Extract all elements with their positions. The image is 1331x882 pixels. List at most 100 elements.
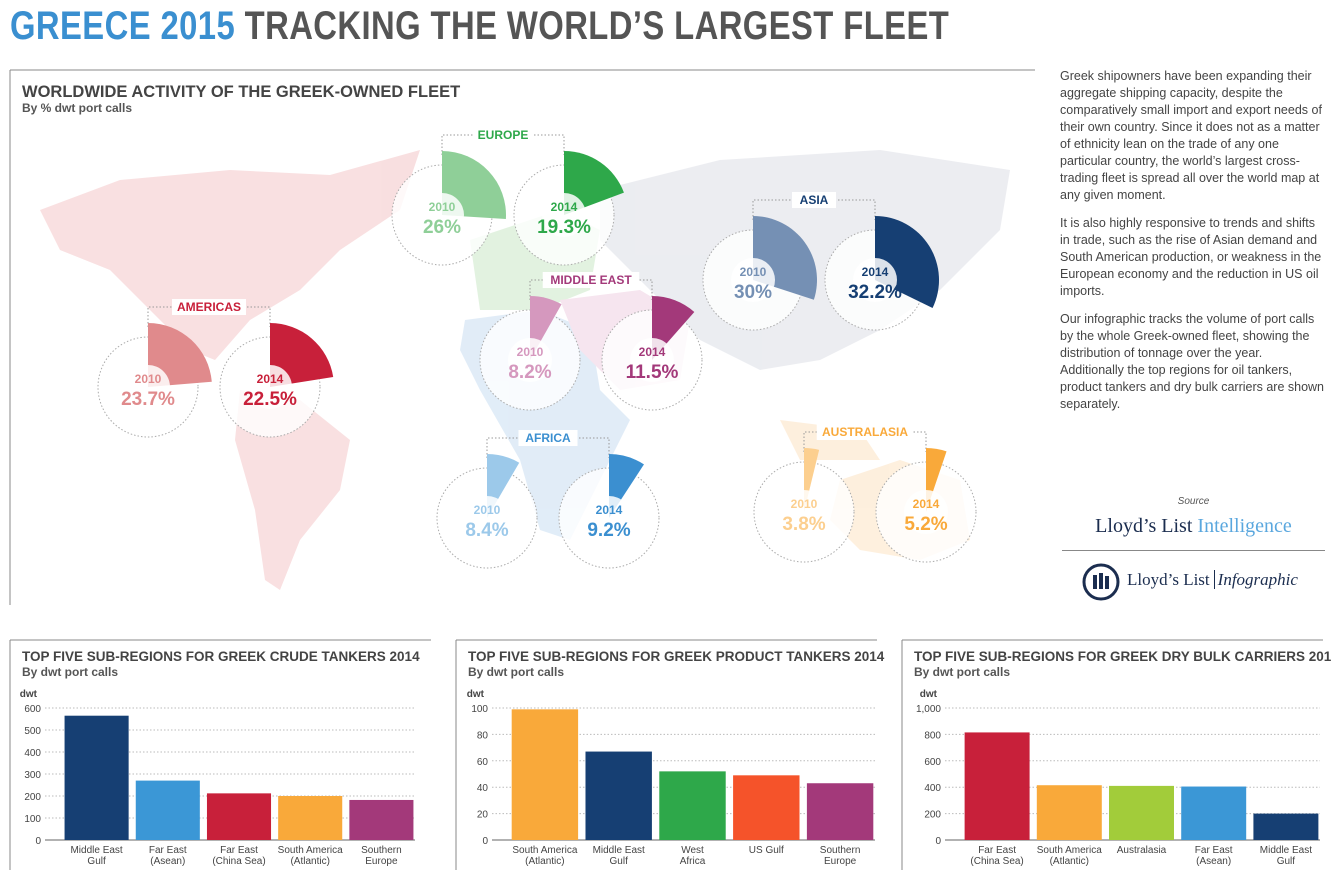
gauge-center bbox=[508, 338, 552, 382]
gauge-value: 8.2% bbox=[508, 362, 551, 383]
logo-lead: Lloyd’s List bbox=[1127, 570, 1210, 589]
gauge-year: 2010 bbox=[429, 200, 456, 214]
y-tick-label: 500 bbox=[24, 726, 41, 737]
gauge-wedge bbox=[270, 323, 334, 387]
chart-subtitle: By dwt port calls bbox=[468, 665, 565, 679]
source: Lloyd’s List Intelligence bbox=[1062, 515, 1325, 538]
logo-tail: Infographic bbox=[1213, 570, 1298, 589]
gauge-year: 2010 bbox=[740, 265, 767, 279]
logo: Lloyd’s List Infographic bbox=[1127, 570, 1298, 590]
x-tick-label: South America (Atlantic) bbox=[512, 845, 578, 867]
gauge-value: 30% bbox=[734, 282, 772, 303]
region-label-bg bbox=[816, 424, 914, 440]
gauge-value: 22.5% bbox=[243, 389, 297, 410]
gauge-year: 2010 bbox=[135, 372, 162, 386]
y-tick-label: 600 bbox=[24, 704, 41, 715]
logo-icon bbox=[1082, 563, 1120, 601]
region-label-bg bbox=[542, 272, 640, 288]
y-tick-label: 100 bbox=[471, 704, 488, 715]
gauge-center bbox=[782, 490, 826, 534]
paragraph: Greek shipowners have been expanding the… bbox=[1060, 69, 1322, 202]
x-tick-label: Far East (Asean) bbox=[148, 845, 187, 867]
bar bbox=[964, 732, 1030, 840]
bar bbox=[1253, 813, 1319, 840]
map: EUROPE 2010 26% 2014 19.3% ASIA 2010 30% 2014 32.… bbox=[9, 69, 1035, 605]
region-label-bg bbox=[792, 192, 836, 208]
y-axis-label: dwt bbox=[20, 689, 38, 700]
bar bbox=[511, 709, 579, 840]
map-title: WORLDWIDE ACTIVITY OF THE GREEK-OWNED FL… bbox=[22, 83, 461, 101]
x-tick-label: Southern Europe bbox=[819, 845, 861, 867]
y-tick-label: 100 bbox=[24, 814, 41, 825]
x-tick-label: Far East (China Sea) bbox=[970, 845, 1024, 867]
bar bbox=[1036, 785, 1102, 840]
bar bbox=[349, 799, 414, 840]
region-label: AUSTRALASIA bbox=[822, 425, 908, 439]
y-axis-label: dwt bbox=[920, 689, 938, 700]
region-label: MIDDLE EAST bbox=[550, 273, 632, 287]
gauge-year: 2010 bbox=[474, 503, 501, 517]
gauge-center bbox=[248, 365, 292, 409]
gauge-value: 23.7% bbox=[121, 389, 175, 410]
y-tick-label: 300 bbox=[24, 770, 41, 781]
title-lead: GREECE 2015 bbox=[10, 4, 236, 48]
y-tick-label: 200 bbox=[924, 810, 941, 821]
gauge-center bbox=[587, 496, 631, 540]
gauge-year: 2014 bbox=[596, 503, 623, 517]
bar bbox=[659, 771, 726, 840]
header: GREECE 2015 TRACKING THE WORLD’S LARGEST… bbox=[10, 4, 949, 49]
gauge-center bbox=[465, 496, 509, 540]
y-axis-label: dwt bbox=[467, 689, 485, 700]
y-tick-label: 40 bbox=[477, 783, 489, 794]
divider bbox=[1062, 550, 1325, 551]
gauge-center bbox=[630, 338, 674, 382]
region-label-bg bbox=[518, 430, 578, 446]
bar bbox=[135, 780, 200, 840]
gauge-value: 8.4% bbox=[465, 520, 508, 541]
chart-title: TOP FIVE SUB-REGIONS FOR GREEK PRODUCT T… bbox=[468, 649, 885, 664]
y-tick-label: 80 bbox=[477, 730, 489, 741]
y-tick-label: 0 bbox=[35, 836, 41, 847]
gauge-value: 5.2% bbox=[904, 514, 947, 535]
region-label-bg bbox=[172, 299, 246, 315]
source-lead: Lloyd’s List bbox=[1095, 515, 1193, 537]
gauge-center bbox=[542, 193, 586, 237]
bar bbox=[733, 775, 800, 840]
x-tick-label: Middle East Gulf bbox=[1259, 845, 1313, 867]
x-tick-label: Australasia bbox=[1116, 845, 1167, 856]
gauge-wedge bbox=[148, 323, 212, 387]
y-tick-label: 200 bbox=[24, 792, 41, 803]
y-tick-label: 1,000 bbox=[916, 704, 941, 715]
x-tick-label: Middle East Gulf bbox=[70, 845, 123, 867]
gauge-value: 19.3% bbox=[537, 217, 591, 238]
gauge-center bbox=[904, 490, 948, 534]
region-label: EUROPE bbox=[478, 128, 529, 142]
source-tail: Intelligence bbox=[1197, 515, 1292, 537]
x-tick-label: Far East (Asean) bbox=[1194, 845, 1233, 867]
gauge-year: 2014 bbox=[639, 345, 666, 359]
y-tick-label: 60 bbox=[477, 757, 489, 768]
gauge-center bbox=[126, 365, 170, 409]
chart-subtitle: By dwt port calls bbox=[22, 665, 119, 679]
gauge-center bbox=[420, 193, 464, 237]
gauge-value: 32.2% bbox=[848, 282, 902, 303]
source-label: Source bbox=[1177, 496, 1210, 507]
sidebar: Greek shipowners have been expanding the… bbox=[1060, 68, 1328, 424]
region-label: AFRICA bbox=[525, 431, 571, 445]
y-tick-label: 0 bbox=[935, 836, 941, 847]
title: TRACKING THE WORLD’S LARGEST FLEET bbox=[244, 4, 950, 48]
y-tick-label: 600 bbox=[924, 757, 941, 768]
bar bbox=[1181, 786, 1247, 840]
y-tick-label: 400 bbox=[924, 783, 941, 794]
x-tick-label: West Africa bbox=[679, 845, 706, 867]
region-label-bg bbox=[473, 127, 533, 143]
y-tick-label: 0 bbox=[482, 836, 488, 847]
bar bbox=[585, 751, 652, 840]
gauge-value: 11.5% bbox=[626, 362, 679, 383]
chart-title: TOP FIVE SUB-REGIONS FOR GREEK DRY BULK … bbox=[914, 649, 1331, 664]
bar bbox=[806, 783, 874, 840]
bar bbox=[278, 796, 343, 840]
gauge-year: 2014 bbox=[862, 265, 889, 279]
gauge-center bbox=[853, 258, 897, 302]
gauge-year: 2010 bbox=[517, 345, 544, 359]
